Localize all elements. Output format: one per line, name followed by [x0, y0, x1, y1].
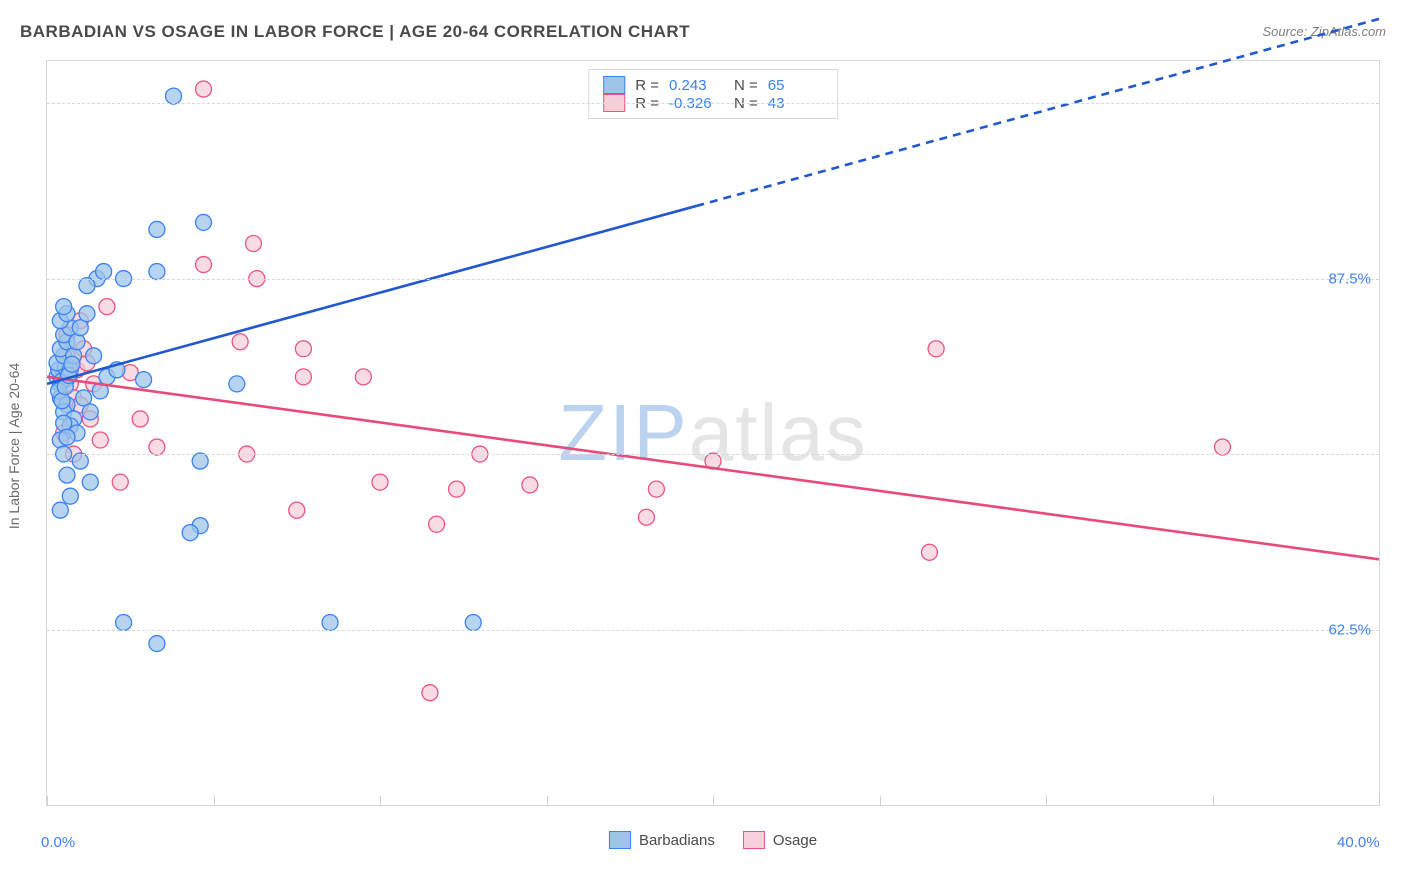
y-tick-label: 62.5% [1328, 621, 1371, 638]
blue-swatch-icon [609, 831, 631, 849]
legend-label: Barbadians [639, 832, 715, 849]
stats-legend: R = 0.243 N = 65 R = -0.326 N = 43 [588, 69, 838, 119]
r-value: 0.243 [669, 77, 724, 94]
chart-source: Source: ZipAtlas.com [1262, 24, 1386, 39]
y-axis-label: In Labor Force | Age 20-64 [6, 363, 22, 529]
trend-layer [47, 61, 1379, 805]
r-label: R = [635, 77, 659, 94]
blue-swatch-icon [603, 76, 625, 94]
stats-row-blue: R = 0.243 N = 65 [603, 76, 823, 94]
x-tick-label: 0.0% [41, 834, 75, 851]
n-label: N = [734, 77, 758, 94]
x-tick-label: 40.0% [1337, 834, 1380, 851]
plot-area: ZIPatlas R = 0.243 N = 65 R = -0.326 N =… [46, 60, 1380, 806]
legend-item-osage: Osage [743, 831, 817, 849]
legend-label: Osage [773, 832, 817, 849]
pink-swatch-icon [743, 831, 765, 849]
n-value: 65 [768, 77, 823, 94]
legend-item-barbadians: Barbadians [609, 831, 715, 849]
y-tick-label: 87.5% [1328, 270, 1371, 287]
chart-title: BARBADIAN VS OSAGE IN LABOR FORCE | AGE … [20, 22, 690, 41]
series-legend: Barbadians Osage [609, 831, 817, 849]
